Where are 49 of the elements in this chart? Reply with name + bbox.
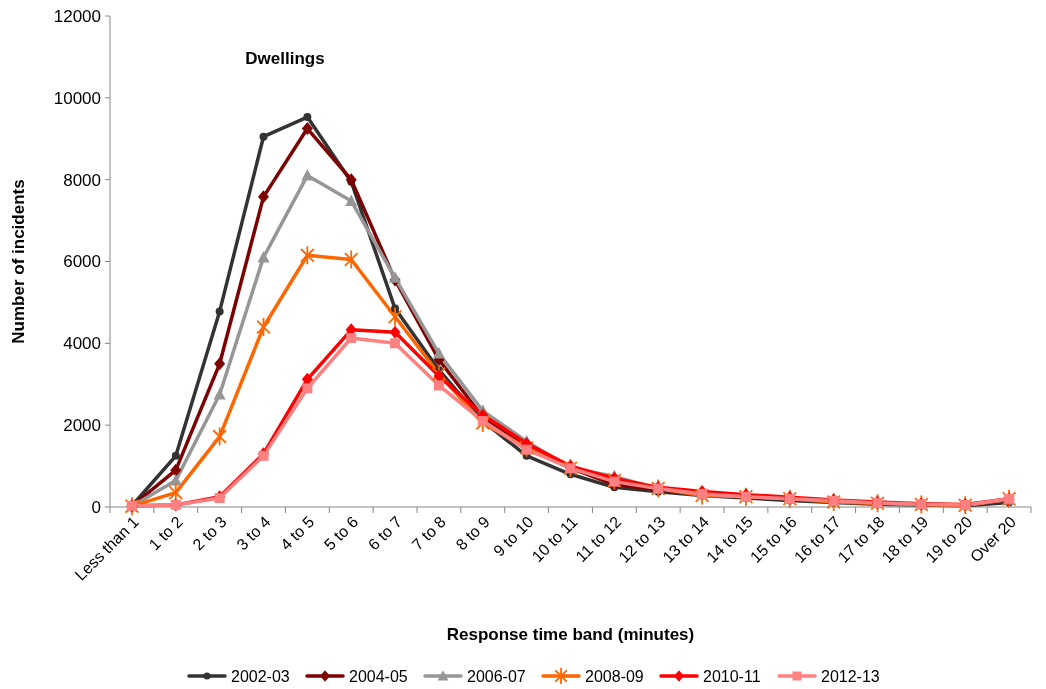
x-tick-label: 1 to 2 xyxy=(145,512,186,554)
point xyxy=(215,307,224,316)
point xyxy=(214,357,226,371)
point xyxy=(345,173,357,187)
x-tick-label: 5 to 6 xyxy=(320,512,362,554)
y-tick-label: 10000 xyxy=(53,88,101,108)
y-tick-label: 8000 xyxy=(63,170,101,190)
point xyxy=(171,451,180,460)
legend-label: 2004-05 xyxy=(349,667,408,685)
point xyxy=(259,132,268,141)
point xyxy=(432,347,445,359)
y-tick-label: 2000 xyxy=(63,416,101,436)
point xyxy=(169,473,182,486)
y-tick-label: 12000 xyxy=(53,6,101,26)
x-tick-label: 6 to 7 xyxy=(364,512,406,554)
point xyxy=(389,325,401,339)
point xyxy=(303,113,312,122)
y-tick-label: 4000 xyxy=(63,334,101,354)
point xyxy=(258,190,269,204)
point xyxy=(212,427,227,446)
legend-label: 2002-03 xyxy=(231,667,290,685)
x-tick-label: 8 to 9 xyxy=(452,512,493,554)
x-axis-title: Response time band (minutes) xyxy=(446,625,695,644)
point xyxy=(390,338,401,349)
x-tick-label: 2 to 3 xyxy=(189,512,230,554)
legend-label: 2010-11 xyxy=(703,667,761,685)
point xyxy=(345,194,358,206)
point xyxy=(388,307,403,326)
x-tick-label: 4 to 5 xyxy=(277,512,318,554)
point xyxy=(301,169,314,181)
legend-label: 2006-07 xyxy=(467,667,526,685)
point xyxy=(213,387,226,400)
point xyxy=(346,333,357,344)
point xyxy=(301,122,313,136)
point xyxy=(170,463,182,477)
text: Dwellings xyxy=(245,49,325,68)
point xyxy=(257,250,270,263)
y-tick-label: 0 xyxy=(91,497,101,517)
y-tick-label: 6000 xyxy=(63,252,101,272)
y-axis-title: Number of incidents xyxy=(9,179,28,344)
point xyxy=(389,271,402,283)
x-tick-label: 3 to 4 xyxy=(233,512,274,554)
x-tick-label: 7 to 8 xyxy=(408,512,450,554)
legend-label: 2008-09 xyxy=(585,667,644,685)
point xyxy=(433,380,444,391)
point xyxy=(300,246,315,265)
point xyxy=(344,250,359,269)
legend-label: 2012-13 xyxy=(821,667,880,685)
point xyxy=(302,383,313,394)
